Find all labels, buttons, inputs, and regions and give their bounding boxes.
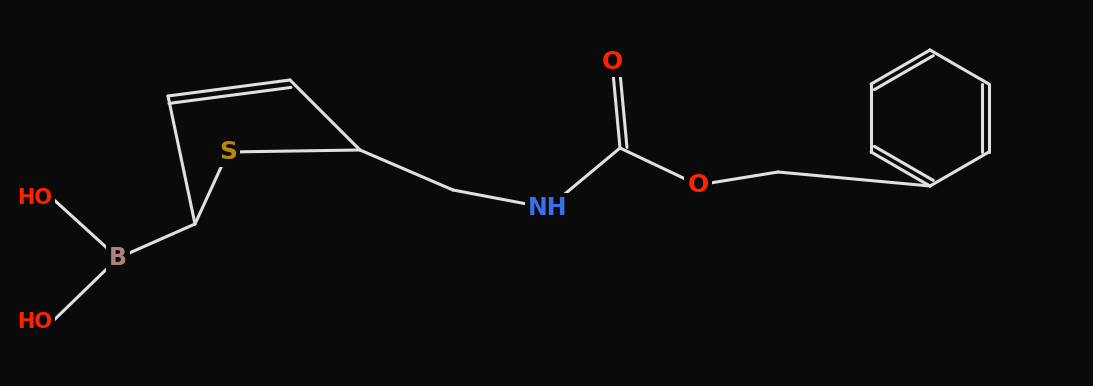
Text: B: B: [109, 246, 127, 270]
Text: HO: HO: [17, 312, 52, 332]
Text: O: O: [601, 50, 623, 74]
Text: S: S: [219, 140, 237, 164]
Text: HO: HO: [17, 188, 52, 208]
Text: NH: NH: [528, 196, 567, 220]
Text: O: O: [687, 173, 708, 197]
